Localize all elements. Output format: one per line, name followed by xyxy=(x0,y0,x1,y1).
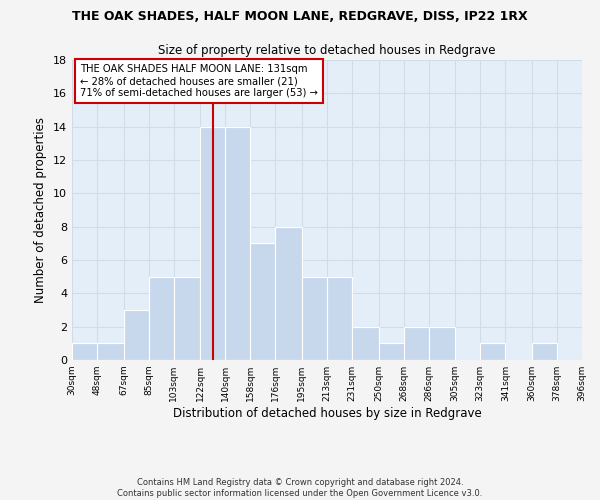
Bar xyxy=(124,310,149,360)
Title: Size of property relative to detached houses in Redgrave: Size of property relative to detached ho… xyxy=(158,44,496,58)
Bar xyxy=(250,244,275,360)
Bar xyxy=(275,226,302,360)
Bar xyxy=(302,276,327,360)
Bar xyxy=(352,326,379,360)
Text: THE OAK SHADES, HALF MOON LANE, REDGRAVE, DISS, IP22 1RX: THE OAK SHADES, HALF MOON LANE, REDGRAVE… xyxy=(72,10,528,23)
Bar xyxy=(379,344,404,360)
Bar xyxy=(149,276,174,360)
Bar xyxy=(225,126,250,360)
Bar xyxy=(97,344,124,360)
Bar xyxy=(404,326,429,360)
Bar xyxy=(174,276,200,360)
Bar xyxy=(429,326,455,360)
Bar xyxy=(200,126,225,360)
Y-axis label: Number of detached properties: Number of detached properties xyxy=(34,117,47,303)
Text: THE OAK SHADES HALF MOON LANE: 131sqm
← 28% of detached houses are smaller (21)
: THE OAK SHADES HALF MOON LANE: 131sqm ← … xyxy=(80,64,317,98)
Bar xyxy=(72,344,97,360)
Bar xyxy=(327,276,352,360)
Text: Contains HM Land Registry data © Crown copyright and database right 2024.
Contai: Contains HM Land Registry data © Crown c… xyxy=(118,478,482,498)
Bar xyxy=(532,344,557,360)
Bar xyxy=(480,344,505,360)
X-axis label: Distribution of detached houses by size in Redgrave: Distribution of detached houses by size … xyxy=(173,407,481,420)
